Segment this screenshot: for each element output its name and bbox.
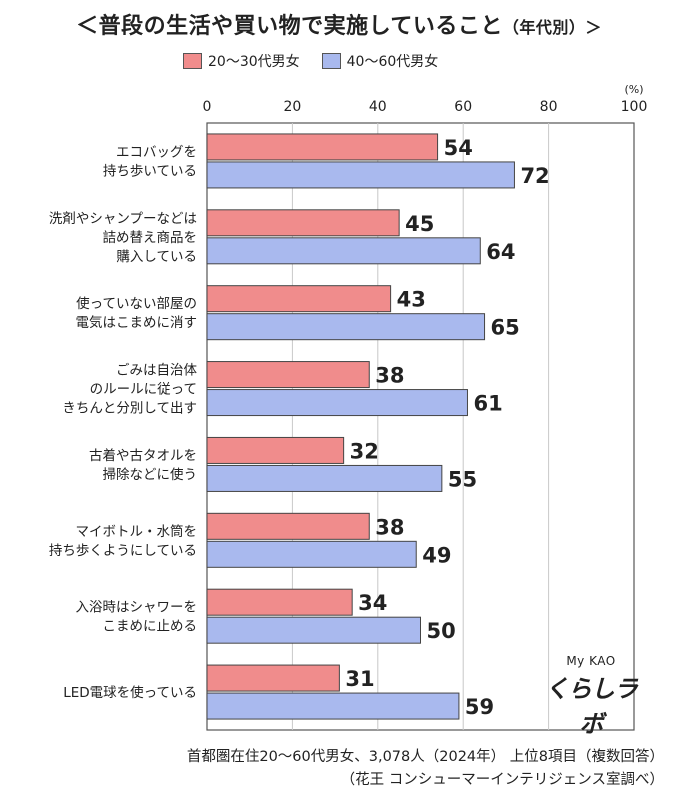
- x-tick-label: 100: [621, 99, 648, 115]
- bar: [206, 209, 400, 237]
- source-note-line1: 首都圏在住20～60代男女、3,078人（2024年） 上位8項目（複数回答）: [186, 749, 664, 765]
- legend-label-older: 40～60代男女: [346, 54, 439, 70]
- x-tick-label: 40: [369, 99, 387, 115]
- logo-wordmark: くらしラボ: [545, 675, 638, 738]
- category-label: 掃除などに使う: [103, 466, 198, 483]
- category-label: 古着や古タオルを: [89, 447, 197, 464]
- bar-value-label: 59: [465, 695, 494, 719]
- bar: [206, 389, 468, 417]
- x-tick-label: 80: [540, 99, 558, 115]
- bar: [206, 436, 345, 464]
- x-tick-label: 20: [283, 99, 301, 115]
- bar-value-label: 55: [448, 467, 477, 491]
- chart-title-suffix: （年代別）＞: [502, 18, 602, 37]
- bar-value-label: 50: [427, 619, 456, 643]
- plot-frame: [206, 122, 635, 731]
- logo-brand: My KAO: [566, 654, 616, 668]
- category-label: エコバッグを: [116, 144, 197, 160]
- source-note-line2: （花王 コンシューマーインテリジェンス室調べ）: [340, 772, 664, 788]
- category-label: ごみは自治体: [116, 363, 197, 379]
- bar: [206, 540, 417, 568]
- category-label: 持ち歩いている: [103, 163, 197, 179]
- category-label: 購入している: [116, 249, 197, 265]
- x-tick-label: 60: [454, 99, 472, 115]
- bar: [206, 616, 421, 644]
- legend-label-young: 20～30代男女: [208, 54, 300, 70]
- legend-item-young: 20～30代男女: [183, 51, 300, 71]
- bar-value-label: 43: [397, 288, 426, 312]
- category-label: きちんと分別して出す: [62, 401, 197, 417]
- category-label: 持ち歩くようにしている: [49, 543, 197, 559]
- category-label: 詰め替え商品を: [103, 230, 198, 246]
- legend-swatch-young: [183, 53, 202, 69]
- category-label: 電気はこまめに消す: [76, 315, 198, 331]
- bar-value-label: 31: [345, 667, 374, 691]
- category-label: 入浴時はシャワーを: [76, 600, 198, 616]
- bar-value-label: 32: [350, 439, 379, 463]
- category-label: マイボトル・水筒を: [76, 523, 198, 540]
- category-label: のルールに従って: [90, 382, 197, 398]
- bar: [206, 361, 370, 389]
- bar: [206, 161, 515, 189]
- bar-value-label: 38: [375, 515, 404, 539]
- legend: 20～30代男女 40～60代男女: [183, 51, 460, 71]
- bar: [206, 285, 392, 313]
- bar-value-label: 72: [520, 164, 549, 188]
- chart-title-main: ＜普段の生活や買い物で実施していること: [76, 14, 503, 39]
- bar: [206, 512, 370, 540]
- bar: [206, 313, 486, 341]
- category-label: LED電球を使っている: [63, 684, 197, 701]
- bar-value-label: 38: [375, 364, 404, 388]
- x-unit-label: (%): [624, 83, 643, 96]
- chart-title: ＜普段の生活や買い物で実施していること（年代別）＞: [0, 8, 678, 40]
- bar: [206, 133, 439, 161]
- kao-logo: My KAO くらしラボ: [536, 654, 646, 739]
- legend-item-older: 40～60代男女: [321, 51, 439, 71]
- bar: [206, 588, 353, 616]
- bar-value-label: 61: [473, 392, 502, 416]
- category-label: こまめに止める: [103, 619, 198, 635]
- bar-value-label: 54: [444, 136, 473, 160]
- bar-value-label: 45: [405, 212, 434, 236]
- bar-value-label: 64: [486, 240, 515, 264]
- bar: [206, 464, 443, 492]
- legend-swatch-older: [321, 53, 341, 69]
- source-note: 首都圏在住20～60代男女、3,078人（2024年） 上位8項目（複数回答） …: [187, 746, 664, 792]
- bar: [206, 692, 460, 720]
- bar-value-label: 34: [358, 591, 387, 615]
- category-label: 使っていない部屋の: [76, 295, 197, 312]
- category-label: 洗剤やシャンプーなどは: [49, 211, 197, 227]
- bar-value-label: 49: [422, 543, 451, 567]
- bar-value-label: 65: [491, 316, 520, 340]
- x-tick-label: 0: [203, 99, 212, 115]
- bar: [206, 664, 340, 692]
- bar: [206, 237, 481, 265]
